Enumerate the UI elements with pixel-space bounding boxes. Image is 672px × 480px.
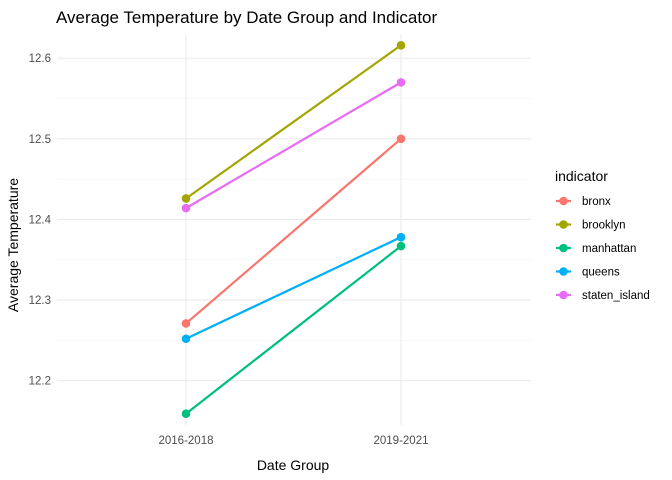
series-line-manhattan	[185, 245, 402, 415]
x-tick-label: 2016-2018	[159, 435, 214, 447]
data-point-brooklyn	[181, 194, 191, 203]
grid	[57, 34, 531, 425]
data-point-queens	[396, 232, 406, 242]
series-line-brooklyn	[185, 44, 402, 200]
y-tick-label: 12.6	[29, 53, 51, 65]
series-line-bronx	[185, 137, 402, 325]
series-lines	[185, 44, 402, 415]
legend: indicator bronx brooklyn manhattan queens st…	[555, 168, 650, 302]
y-tick-label: 12.4	[29, 214, 52, 226]
series-line-queens	[185, 236, 402, 340]
y-tick-label: 12.3	[29, 295, 51, 307]
legend-key-point	[559, 267, 568, 276]
legend-title: indicator	[555, 168, 608, 184]
data-point-staten_island	[396, 78, 406, 87]
y-tick-label: 12.5	[29, 134, 51, 146]
legend-label-bronx: bronx	[582, 196, 611, 208]
series-points	[181, 40, 406, 419]
y-axis-title: Average Temperature	[5, 178, 21, 312]
data-point-bronx	[396, 134, 406, 144]
data-point-queens	[181, 334, 191, 344]
legend-label-staten_island: staten_island	[582, 290, 650, 302]
data-point-bronx	[181, 319, 191, 328]
data-point-staten_island	[181, 203, 191, 213]
series-line-staten_island	[185, 81, 402, 210]
y-tick-label: 12.2	[29, 376, 51, 388]
y-axis-ticks: 12.2 12.3 12.4 12.5 12.6	[29, 53, 52, 387]
legend-key-point	[559, 243, 568, 253]
x-axis-title: Date Group	[257, 457, 330, 473]
data-point-manhattan	[181, 409, 191, 419]
legend-label-brooklyn: brooklyn	[582, 220, 625, 232]
legend-key-point	[559, 196, 568, 206]
chart-title: Average Temperature by Date Group and In…	[56, 8, 437, 27]
legend-key-point	[559, 220, 568, 229]
x-tick-label: 2019-2021	[374, 435, 429, 447]
legend-key-point	[559, 290, 568, 300]
data-point-brooklyn	[396, 40, 406, 50]
legend-label-manhattan: manhattan	[582, 243, 636, 255]
legend-label-queens: queens	[582, 267, 620, 279]
data-point-manhattan	[396, 241, 406, 251]
x-axis-ticks: 2016-2018 2019-2021	[159, 435, 429, 447]
